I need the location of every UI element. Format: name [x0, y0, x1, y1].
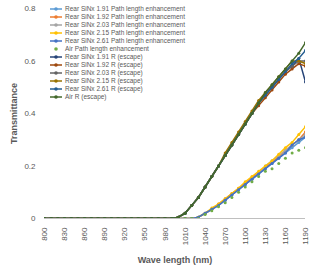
html-text:Rear SiNx 2.15 Path length enh: Rear SiNx 2.15 Path length enhancement [65, 29, 185, 36]
svg-text:1070: 1070 [221, 227, 230, 245]
svg-text:1160: 1160 [281, 227, 290, 245]
svg-text:0.2: 0.2 [24, 162, 36, 171]
svg-text:1100: 1100 [241, 227, 250, 245]
svg-text:920: 920 [120, 227, 129, 241]
svg-text:1190: 1190 [301, 227, 310, 245]
svg-text:890: 890 [100, 227, 109, 241]
svg-text:0.6: 0.6 [24, 57, 36, 66]
html-text:Rear SiNx 1.92 R (escape): Rear SiNx 1.92 R (escape) [65, 61, 143, 68]
svg-text:860: 860 [80, 227, 89, 241]
svg-text:0.8: 0.8 [24, 4, 36, 13]
svg-text:1010: 1010 [181, 227, 190, 245]
svg-text:950: 950 [140, 227, 149, 241]
html-text:Rear SiNx 1.92 Path length enh: Rear SiNx 1.92 Path length enhancement [65, 13, 185, 20]
svg-text:1040: 1040 [201, 227, 210, 245]
html-text:Air Path length enhancement: Air Path length enhancement [65, 45, 149, 52]
svg-text:980: 980 [161, 227, 170, 241]
html-text:Rear SiNx 2.61 R (escape): Rear SiNx 2.61 R (escape) [65, 85, 143, 92]
html-text:Rear SiNx 2.03 R (escape): Rear SiNx 2.03 R (escape) [65, 69, 143, 76]
html-text:Rear SiNx 1.91 Path length enh: Rear SiNx 1.91 Path length enhancement [65, 5, 185, 12]
svg-text:0: 0 [31, 214, 36, 223]
svg-text:830: 830 [60, 227, 69, 241]
svg-text:1130: 1130 [261, 227, 270, 245]
svg-text:800: 800 [40, 227, 49, 241]
svg-text:0.4: 0.4 [24, 109, 36, 118]
html-text:Rear SiNx 2.15 R (escape): Rear SiNx 2.15 R (escape) [65, 77, 143, 84]
html-text:Rear SiNx 1.91 R (escape): Rear SiNx 1.91 R (escape) [65, 53, 143, 60]
html-text:Rear SiNx 2.03 Path length enh: Rear SiNx 2.03 Path length enhancement [65, 21, 185, 28]
html-text:Rear SiNx 2.61 Path length enh: Rear SiNx 2.61 Path length enhancement [65, 37, 185, 44]
html-text:Air R (escape): Air R (escape) [65, 93, 107, 100]
svg-text:Transmittance: Transmittance [9, 83, 19, 144]
svg-text:Wave length (nm): Wave length (nm) [138, 255, 213, 265]
